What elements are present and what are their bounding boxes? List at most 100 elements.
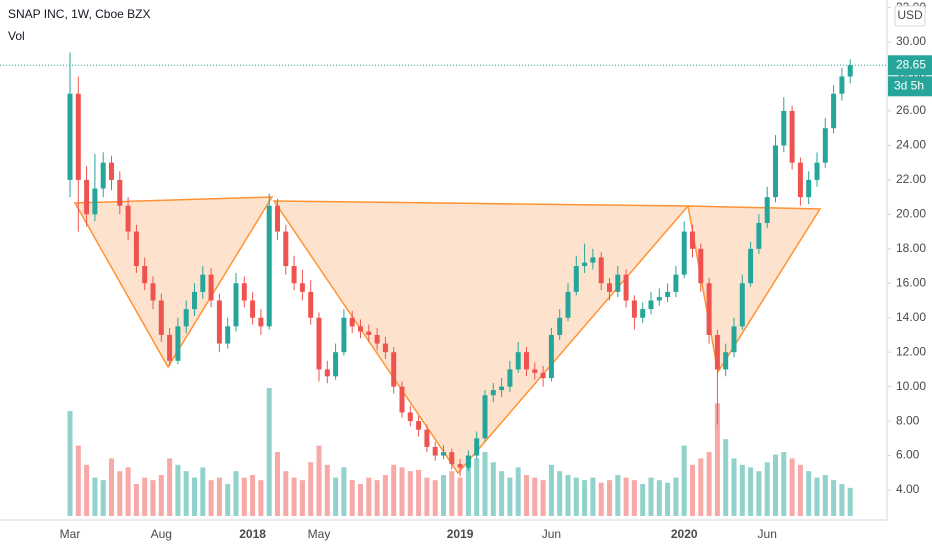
- candle-body: [316, 317, 322, 370]
- currency-box[interactable]: [894, 5, 926, 27]
- volume-bar: [258, 480, 264, 516]
- candle-body: [183, 309, 189, 327]
- candle-body: [748, 248, 754, 284]
- candle-body: [109, 162, 114, 180]
- candle-body: [416, 421, 422, 430]
- volume-bar: [358, 484, 363, 516]
- candle-body: [623, 274, 629, 301]
- candle-body: [822, 128, 828, 163]
- volume-bar: [208, 480, 214, 516]
- volume-bar: [723, 439, 729, 516]
- volume-bar: [714, 403, 720, 516]
- volume-bar: [524, 475, 529, 516]
- candle-body: [275, 205, 280, 232]
- volume-bar: [142, 477, 148, 516]
- volume-bar: [582, 480, 588, 516]
- volume-label: Vol: [8, 29, 25, 43]
- candle-body: [524, 352, 529, 370]
- candle-body: [557, 317, 563, 335]
- y-tick-label: 30.00: [896, 34, 926, 48]
- volume-bar: [233, 471, 239, 516]
- candle-body: [681, 231, 687, 275]
- x-tick-label: 2018: [239, 527, 266, 541]
- volume-bar: [698, 458, 704, 516]
- candle-body: [432, 446, 438, 456]
- candle-body: [839, 76, 845, 94]
- volume-bar: [590, 477, 596, 516]
- candle-body: [598, 257, 604, 284]
- volume-bar: [557, 471, 563, 516]
- candle-body: [690, 231, 695, 249]
- volume-bar: [615, 475, 621, 516]
- candle-body: [449, 452, 455, 465]
- candle-body: [631, 300, 637, 318]
- volume-bar: [416, 469, 422, 516]
- candle-body: [515, 352, 521, 370]
- x-tick-label: Mar: [60, 527, 81, 541]
- volume-bar: [192, 477, 197, 516]
- candle-body: [441, 452, 446, 456]
- candle-body: [540, 372, 546, 379]
- candle-body: [374, 334, 380, 344]
- x-tick-label: Aug: [151, 527, 172, 541]
- volume-bar: [607, 480, 612, 516]
- volume-bar: [250, 475, 256, 516]
- volume-bar: [183, 471, 189, 516]
- candle-body: [424, 429, 430, 447]
- candle-body: [739, 283, 745, 327]
- y-tick-label: 22.00: [896, 172, 926, 186]
- candle-body: [756, 222, 762, 249]
- currency: USD: [897, 8, 923, 22]
- candle-body: [84, 179, 90, 215]
- candle-body: [698, 248, 704, 284]
- candle-body: [382, 343, 388, 353]
- candle-body: [216, 300, 222, 344]
- candle-body: [640, 309, 646, 318]
- volume-bar: [499, 471, 505, 516]
- volume-bar: [216, 477, 222, 516]
- candle-body: [225, 326, 231, 344]
- y-tick-label: 16.00: [896, 275, 926, 289]
- candle-body: [75, 93, 81, 180]
- candle-body: [714, 334, 720, 370]
- y-tick-label: 14.00: [896, 310, 926, 324]
- candle-body: [797, 162, 803, 198]
- volume-bar: [349, 480, 355, 516]
- volume-bar: [465, 467, 471, 516]
- volume-bar: [773, 454, 778, 516]
- candle-body: [814, 162, 820, 180]
- volume-bar: [175, 464, 181, 516]
- candle-body: [291, 266, 297, 284]
- volume-bar: [847, 487, 853, 516]
- candle-body: [590, 257, 596, 263]
- candle-body: [656, 297, 662, 301]
- volume-bar: [158, 475, 164, 516]
- candle-body: [499, 386, 505, 391]
- volume-bar: [150, 480, 156, 516]
- candle-body: [548, 334, 554, 379]
- candle-body: [117, 179, 123, 206]
- volume-bar: [482, 452, 488, 516]
- candle-body: [133, 231, 139, 267]
- chart-title: SNAP INC, 1W, Cboe BZX: [8, 7, 151, 21]
- volume-bar: [441, 475, 446, 516]
- candle-body: [150, 283, 156, 301]
- volume-bar: [573, 477, 579, 516]
- volume-bar: [548, 464, 554, 516]
- candle-body: [507, 369, 513, 387]
- pattern-left-shoulder: [73, 196, 274, 369]
- volume-bar: [432, 480, 438, 516]
- volume-bar: [515, 467, 521, 516]
- volume-bar: [109, 458, 114, 516]
- volume-bar: [690, 464, 695, 516]
- candle-body: [308, 291, 314, 318]
- candle-body: [175, 326, 181, 361]
- y-tick-label: 20.00: [896, 207, 926, 221]
- volume-bar: [739, 464, 745, 516]
- candle-body: [399, 386, 405, 413]
- volume-bar: [225, 484, 231, 516]
- volume-bar: [656, 480, 662, 516]
- candle-body: [407, 412, 413, 422]
- candle-body: [283, 231, 289, 267]
